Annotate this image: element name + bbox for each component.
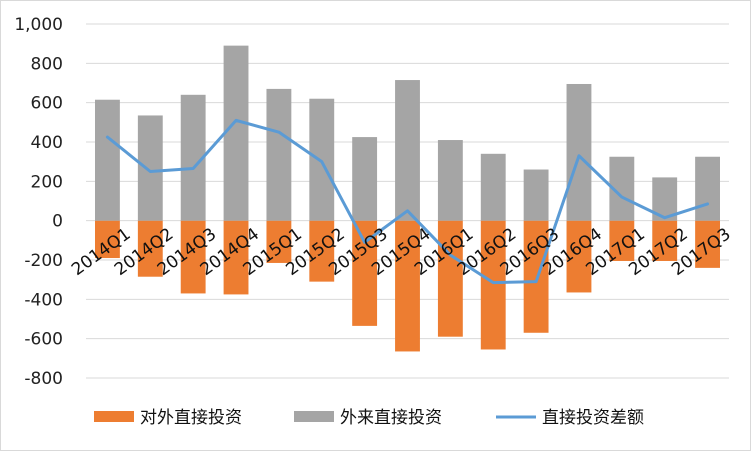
legend-label-outward-fdi: 对外直接投资 <box>140 408 242 428</box>
y-tick-label: 600 <box>31 94 63 114</box>
y-tick-label: -400 <box>24 290 63 310</box>
bar-inward-fdi <box>567 84 592 221</box>
bar-inward-fdi <box>438 140 463 221</box>
bar-inward-fdi <box>266 89 291 221</box>
bar-inward-fdi <box>481 154 506 221</box>
y-tick-label: -200 <box>24 251 63 271</box>
bar-inward-fdi <box>224 46 249 221</box>
y-tick-label: -800 <box>24 369 63 389</box>
bar-inward-fdi <box>695 157 720 221</box>
legend-label-inward-fdi: 外来直接投资 <box>340 408 442 428</box>
y-tick-label: 200 <box>31 172 63 192</box>
y-tick-label: 0 <box>52 212 63 232</box>
y-tick-label: 800 <box>31 54 63 74</box>
series-inward-fdi <box>95 46 720 221</box>
y-tick-label: -600 <box>24 330 63 350</box>
bar-inward-fdi <box>309 99 334 221</box>
bar-inward-fdi <box>352 137 377 221</box>
y-tick-label: 400 <box>31 133 63 153</box>
bar-inward-fdi <box>95 100 120 221</box>
bar-inward-fdi <box>395 80 420 221</box>
legend-swatch-inward-fdi <box>294 411 334 422</box>
y-tick-label: 1,000 <box>14 15 63 35</box>
bar-inward-fdi <box>524 170 549 221</box>
legend-label-fdi-balance: 直接投资差额 <box>542 408 644 428</box>
legend-swatch-outward-fdi <box>94 411 134 422</box>
legend: 对外直接投资 外来直接投资 直接投资差额 <box>94 408 644 428</box>
y-axis: 1,000 800 600 400 200 0 -200 -400 -600 -800 <box>14 15 63 389</box>
bar-inward-fdi <box>138 115 163 220</box>
